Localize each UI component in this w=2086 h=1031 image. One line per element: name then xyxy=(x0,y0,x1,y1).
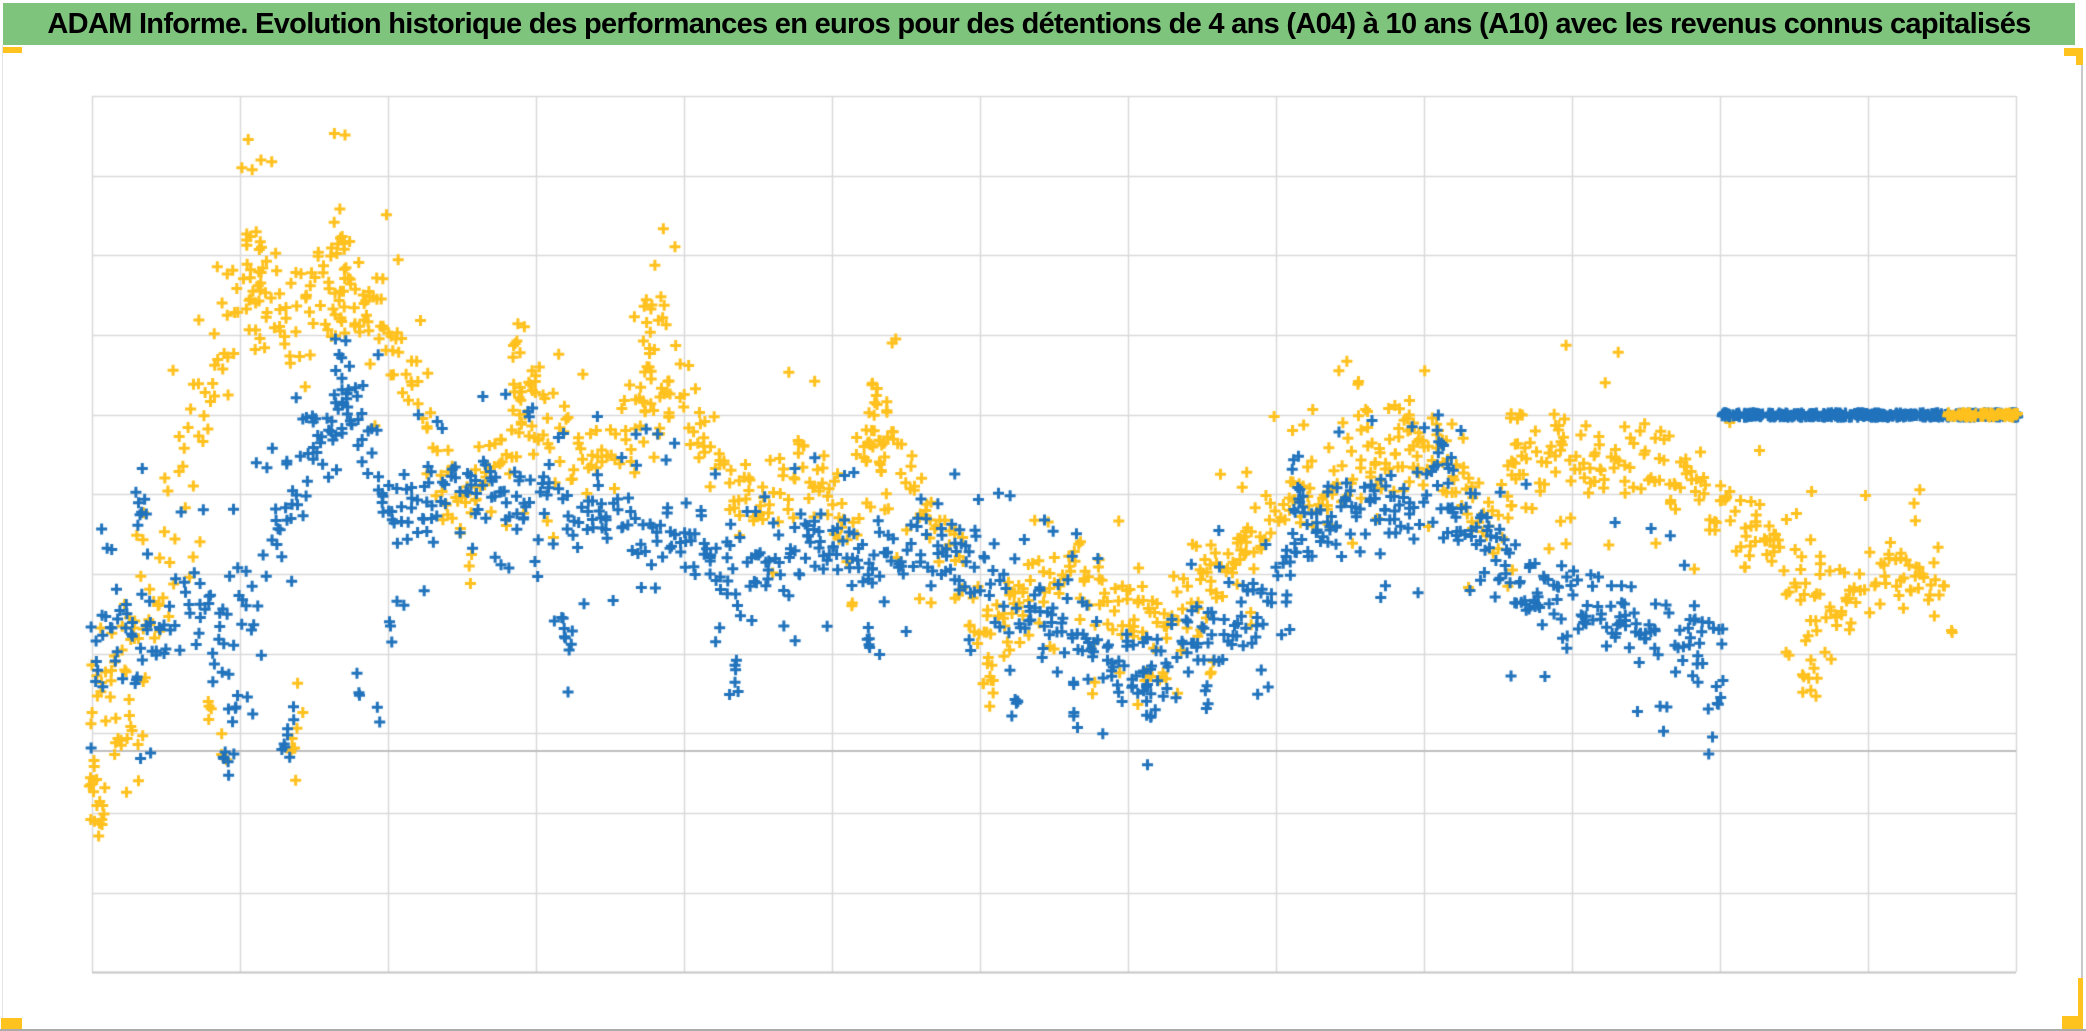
left-border-line xyxy=(2,45,3,1029)
bottom-left-accent xyxy=(1,1018,22,1029)
right-border-line xyxy=(2081,65,2083,980)
right-accent-foot xyxy=(2062,1016,2083,1029)
bottom-border-line xyxy=(0,1029,2086,1031)
right-accent-bar xyxy=(2078,978,2083,1018)
top-right-accent-h xyxy=(2064,48,2083,56)
top-left-accent xyxy=(3,47,22,53)
top-right-accent-v xyxy=(2076,48,2083,65)
